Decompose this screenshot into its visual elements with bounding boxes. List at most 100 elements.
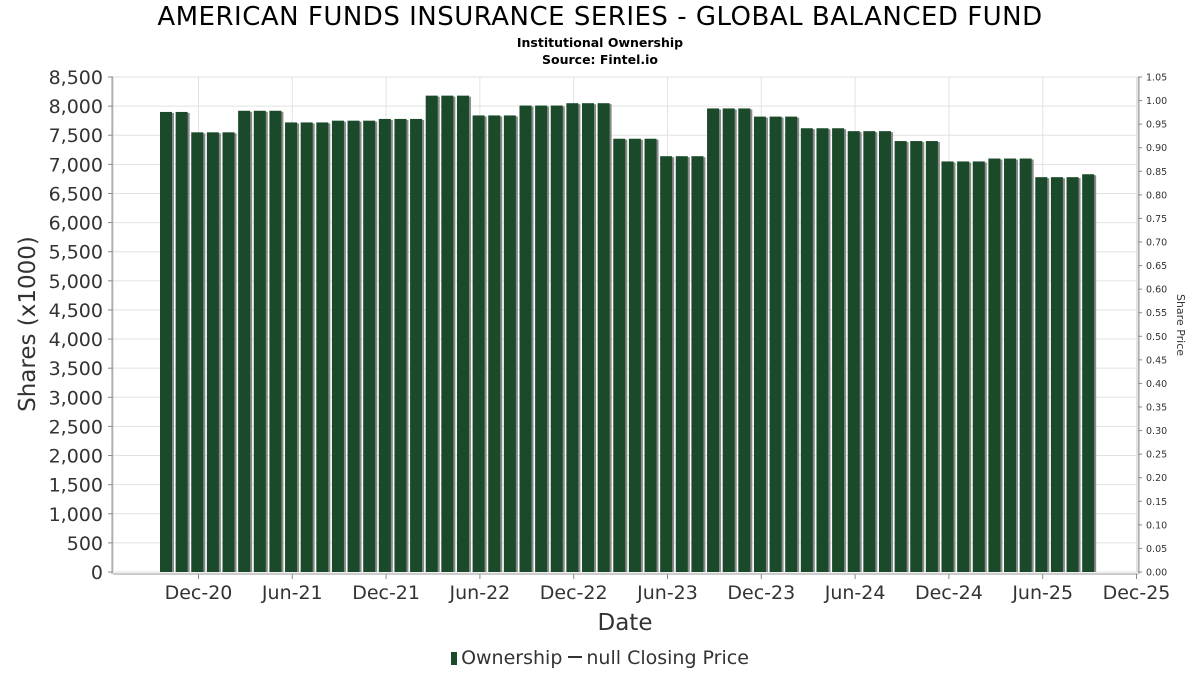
- ownership-bar: [863, 131, 876, 573]
- ownership-bar: [300, 122, 313, 573]
- ownership-bar: [894, 141, 907, 572]
- ownership-bar: [535, 105, 548, 573]
- x-tick-label: Dec-24: [915, 582, 983, 604]
- ownership-bar: [550, 105, 563, 573]
- ownership-bar: [722, 108, 735, 573]
- ownership-bar: [456, 95, 469, 573]
- ownership-bar: [597, 103, 610, 573]
- ownership-bar: [675, 156, 688, 572]
- legend-label-ownership: Ownership: [461, 647, 563, 669]
- y-tick-label: 6,500: [49, 183, 103, 205]
- y2-tick-label: 0.95: [1146, 120, 1167, 131]
- ownership-bar: [441, 95, 454, 573]
- y2-tick-label: 0.50: [1146, 332, 1167, 343]
- ownership-bar: [816, 128, 829, 572]
- ownership-bar: [519, 105, 532, 573]
- ownership-bar: [1050, 177, 1063, 572]
- x-tick-label: Jun-24: [824, 582, 886, 604]
- x-tick-label: Jun-21: [261, 582, 323, 604]
- ownership-bar: [878, 131, 891, 573]
- ownership-bar: [1082, 174, 1095, 573]
- y-tick-label: 2,500: [49, 416, 103, 438]
- x-tick-label: Jun-22: [449, 582, 511, 604]
- ownership-bar: [410, 118, 423, 572]
- ownership-bar: [582, 103, 595, 573]
- y2-tick-label: 0.30: [1146, 426, 1167, 437]
- ownership-bar: [331, 120, 344, 573]
- y2-tick-label: 0.00: [1146, 568, 1167, 579]
- y2-tick-label: 0.60: [1146, 285, 1167, 296]
- y2-tick-label: 0.35: [1146, 403, 1167, 414]
- y2-tick-label: 0.05: [1146, 544, 1167, 555]
- ownership-bar: [707, 108, 720, 573]
- ownership-bar: [613, 138, 626, 572]
- chart-title: AMERICAN FUNDS INSURANCE SERIES - GLOBAL…: [157, 2, 1043, 32]
- ownership-bar: [785, 116, 798, 572]
- ownership-bar: [1066, 177, 1079, 572]
- y2-tick-label: 0.25: [1146, 450, 1167, 461]
- ownership-bar: [738, 108, 751, 573]
- y-axis-label: Shares (x1000): [15, 236, 41, 412]
- y2-tick-label: 0.10: [1146, 520, 1167, 531]
- legend-label-price: null Closing Price: [586, 647, 749, 669]
- x-tick-label: Jun-25: [1011, 582, 1073, 604]
- ownership-bar: [175, 111, 188, 573]
- ownership-bar: [972, 161, 985, 573]
- chart-source: Source: Fintel.io: [542, 52, 658, 67]
- y-tick-label: 6,000: [49, 213, 103, 235]
- x-tick-label: Dec-21: [352, 582, 420, 604]
- x-tick-label: Dec-25: [1103, 582, 1171, 604]
- y2-tick-label: 0.70: [1146, 238, 1167, 249]
- ownership-bar: [957, 161, 970, 573]
- y2-tick-label: 0.15: [1146, 497, 1167, 508]
- ownership-bar: [691, 156, 704, 572]
- y-tick-label: 1,500: [49, 475, 103, 497]
- legend-swatch-ownership: [451, 652, 458, 665]
- ownership-bar: [800, 128, 813, 572]
- ownership-bar: [660, 156, 673, 572]
- y2-tick-label: 0.90: [1146, 143, 1167, 154]
- y-tick-label: 5,500: [49, 242, 103, 264]
- ownership-bar: [253, 110, 266, 572]
- y2-tick-label: 0.75: [1146, 214, 1167, 225]
- x-axis-label: Date: [598, 610, 653, 636]
- ownership-bar: [644, 138, 657, 572]
- y2-tick-label: 0.65: [1146, 261, 1167, 272]
- y-tick-label: 4,500: [49, 300, 103, 322]
- y-tick-label: 8,000: [49, 96, 103, 118]
- legend-swatch-price: [568, 656, 583, 658]
- legend: Ownership null Closing Price: [0, 647, 1200, 669]
- ownership-bar: [160, 111, 172, 573]
- ownership-bar: [925, 141, 938, 572]
- ownership-bar: [378, 118, 391, 572]
- ownership-bar: [847, 131, 860, 573]
- ownership-bar: [363, 120, 376, 573]
- ownership-bar: [832, 128, 845, 572]
- y-tick-label: 8,500: [49, 67, 103, 89]
- ownership-bar: [566, 103, 579, 573]
- ownership-bar: [1004, 158, 1017, 572]
- bars-group: [160, 95, 1097, 573]
- y-tick-label: 7,500: [49, 125, 103, 147]
- ownership-bar: [269, 110, 282, 572]
- ownership-bar: [941, 161, 954, 573]
- y2-tick-label: 0.40: [1146, 379, 1167, 390]
- y2-tick-label: 0.55: [1146, 308, 1167, 319]
- ownership-bar: [472, 115, 485, 572]
- ownership-bar: [769, 116, 782, 572]
- x-tick-label: Jun-23: [636, 582, 698, 604]
- ownership-bar: [1019, 158, 1032, 572]
- ownership-bar: [988, 158, 1001, 572]
- ownership-bar: [910, 141, 923, 572]
- ownership-bar: [316, 122, 329, 573]
- y-tick-label: 4,000: [49, 329, 103, 351]
- axes-group: 0 500 1,000 1,500 2,000 2,500 3,000 3,500 4,000 4…: [49, 67, 1171, 604]
- y2-tick-label: 1.00: [1146, 96, 1167, 107]
- x-tick-label: Dec-22: [540, 582, 608, 604]
- y2-tick-label: 0.20: [1146, 473, 1167, 484]
- y-tick-label: 2,000: [49, 446, 103, 468]
- ownership-bar: [753, 116, 766, 572]
- ownership-bar: [238, 110, 251, 572]
- ownership-bar: [425, 95, 438, 573]
